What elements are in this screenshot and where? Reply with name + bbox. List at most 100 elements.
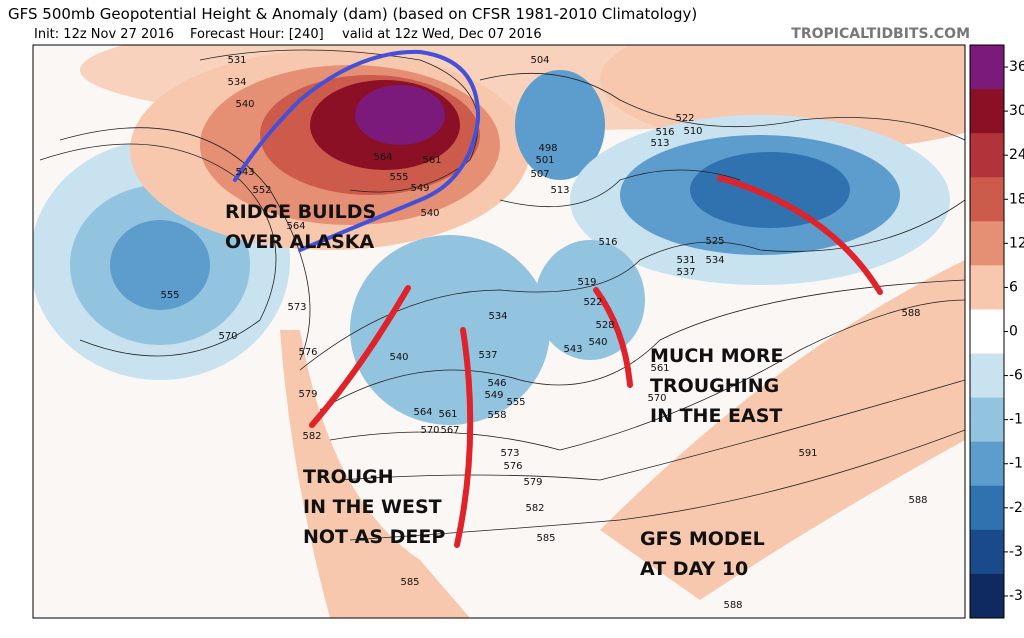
annotation: GFS MODEL xyxy=(640,528,765,550)
contour-label: 534 xyxy=(705,255,724,266)
colorbar-label: -6 xyxy=(1009,368,1023,384)
colorbar-label: -36 xyxy=(1009,588,1024,604)
colorbar-label: 18 xyxy=(1009,191,1024,207)
colorbar-label: 24 xyxy=(1009,147,1024,163)
contour-label: 567 xyxy=(440,425,459,436)
contour-label: 573 xyxy=(500,448,519,459)
contour-label: 540 xyxy=(235,99,254,110)
contour-label: 570 xyxy=(647,393,666,404)
contour-label: 513 xyxy=(650,138,669,149)
colorbar-label: 6 xyxy=(1009,279,1018,295)
colorbar-band xyxy=(970,177,1004,222)
colorbar-label: 12 xyxy=(1009,235,1024,251)
title: GFS 500mb Geopotential Height & Anomaly … xyxy=(8,5,697,23)
annotation: TROUGHING xyxy=(650,375,779,397)
contour-label: 501 xyxy=(535,155,554,166)
contour-label: 588 xyxy=(908,495,927,506)
contour-label: 534 xyxy=(227,77,246,88)
colorbar-band xyxy=(970,45,1004,90)
contour-label: 582 xyxy=(525,503,544,514)
contour-label: 504 xyxy=(530,55,549,66)
annotation-strokes xyxy=(233,49,883,548)
colorbar-label: 0 xyxy=(1009,324,1018,340)
contour-label: 561 xyxy=(438,409,457,420)
contour-label: 522 xyxy=(583,297,602,308)
contour-label: 588 xyxy=(901,308,920,319)
contour-label: 513 xyxy=(550,185,569,196)
contour-label: 498 xyxy=(538,143,557,154)
contour-label: 555 xyxy=(389,172,408,183)
contour-label: 561 xyxy=(650,363,669,374)
contour-label: 564 xyxy=(286,221,305,232)
contour-label: 537 xyxy=(676,267,695,278)
colorbar-band xyxy=(970,485,1004,531)
contour-label: 534 xyxy=(488,311,507,322)
contour-label: 561 xyxy=(422,155,441,166)
contour-label: 570 xyxy=(420,425,439,436)
annotation: RIDGE BUILDS xyxy=(225,201,376,223)
colorbar-frame xyxy=(969,44,1005,619)
colorbar-label: 30 xyxy=(1009,103,1024,119)
contour-label: 516 xyxy=(655,127,674,138)
contour-label: 543 xyxy=(563,344,582,355)
annotation: OVER ALASKA xyxy=(225,231,374,253)
contour-label: 522 xyxy=(675,113,694,124)
colorbar: 36 30 24 18 12 6 0 -6 -12 -18 -24 -30 -36 xyxy=(969,44,1024,619)
init-time: Init: 12z Nov 27 2016 xyxy=(34,27,174,42)
annotation: NOT AS DEEP xyxy=(303,526,445,548)
contour-label: 555 xyxy=(506,397,525,408)
contour-label: 570 xyxy=(218,331,237,342)
contour-label: 579 xyxy=(523,477,542,488)
source: TROPICALTIDBITS.COM xyxy=(791,26,970,42)
contour-label: 549 xyxy=(410,183,429,194)
annotation: AT DAY 10 xyxy=(640,558,748,580)
contour-label: 525 xyxy=(705,236,724,247)
contour-label: 555 xyxy=(160,290,179,301)
map xyxy=(32,44,966,619)
colorbar-band xyxy=(970,133,1004,178)
contour-label: 519 xyxy=(577,277,596,288)
contour-label: 537 xyxy=(478,350,497,361)
contour-label: 558 xyxy=(487,410,506,421)
contour-label: 591 xyxy=(798,448,817,459)
contour-label: 540 xyxy=(588,337,607,348)
contour-label: 579 xyxy=(298,389,317,400)
colorbar-band xyxy=(970,441,1004,487)
annotation: IN THE WEST xyxy=(303,496,442,518)
colorbar-label: -24 xyxy=(1009,500,1024,516)
contour-label: 576 xyxy=(298,347,317,358)
contour-label: 507 xyxy=(530,169,549,180)
colorbar-band xyxy=(970,573,1004,619)
valid-time: valid at 12z Wed, Dec 07 2016 xyxy=(342,27,542,42)
colorbar-band xyxy=(970,397,1004,443)
contour-label: 543 xyxy=(235,167,254,178)
contour-label: 564 xyxy=(413,407,432,418)
contour-label: 573 xyxy=(287,302,306,313)
annotation: MUCH MORE xyxy=(650,345,783,367)
contour-label: 549 xyxy=(484,390,503,401)
colorbar-band xyxy=(970,309,1004,355)
contour-label: 528 xyxy=(595,320,614,331)
contour-label: 585 xyxy=(400,577,419,588)
colorbar-band xyxy=(970,89,1004,134)
contour-label: 516 xyxy=(598,237,617,248)
contour-label: 546 xyxy=(487,378,506,389)
annotation: TROUGH xyxy=(303,466,394,488)
contour-label: 564 xyxy=(373,152,392,163)
colorbar-band xyxy=(970,265,1004,310)
annotations: RIDGE BUILDS OVER ALASKA TROUGH IN THE WEST… xyxy=(225,201,783,580)
contour-label: 585 xyxy=(536,533,555,544)
contour-label: 576 xyxy=(503,461,522,472)
contour-label: 510 xyxy=(683,126,702,137)
contour-label: 582 xyxy=(302,431,321,442)
contour-label: 531 xyxy=(676,255,695,266)
colorbar-label: -12 xyxy=(1009,412,1024,428)
contour-label: 552 xyxy=(252,185,271,196)
contour-label: 531 xyxy=(227,55,246,66)
contour-label: 588 xyxy=(723,600,742,611)
colorbar-band xyxy=(970,221,1004,266)
colorbar-label: 36 xyxy=(1009,59,1024,75)
colorbar-band xyxy=(970,529,1004,575)
colorbar-label: -30 xyxy=(1009,544,1024,560)
colorbar-label: -18 xyxy=(1009,456,1024,472)
